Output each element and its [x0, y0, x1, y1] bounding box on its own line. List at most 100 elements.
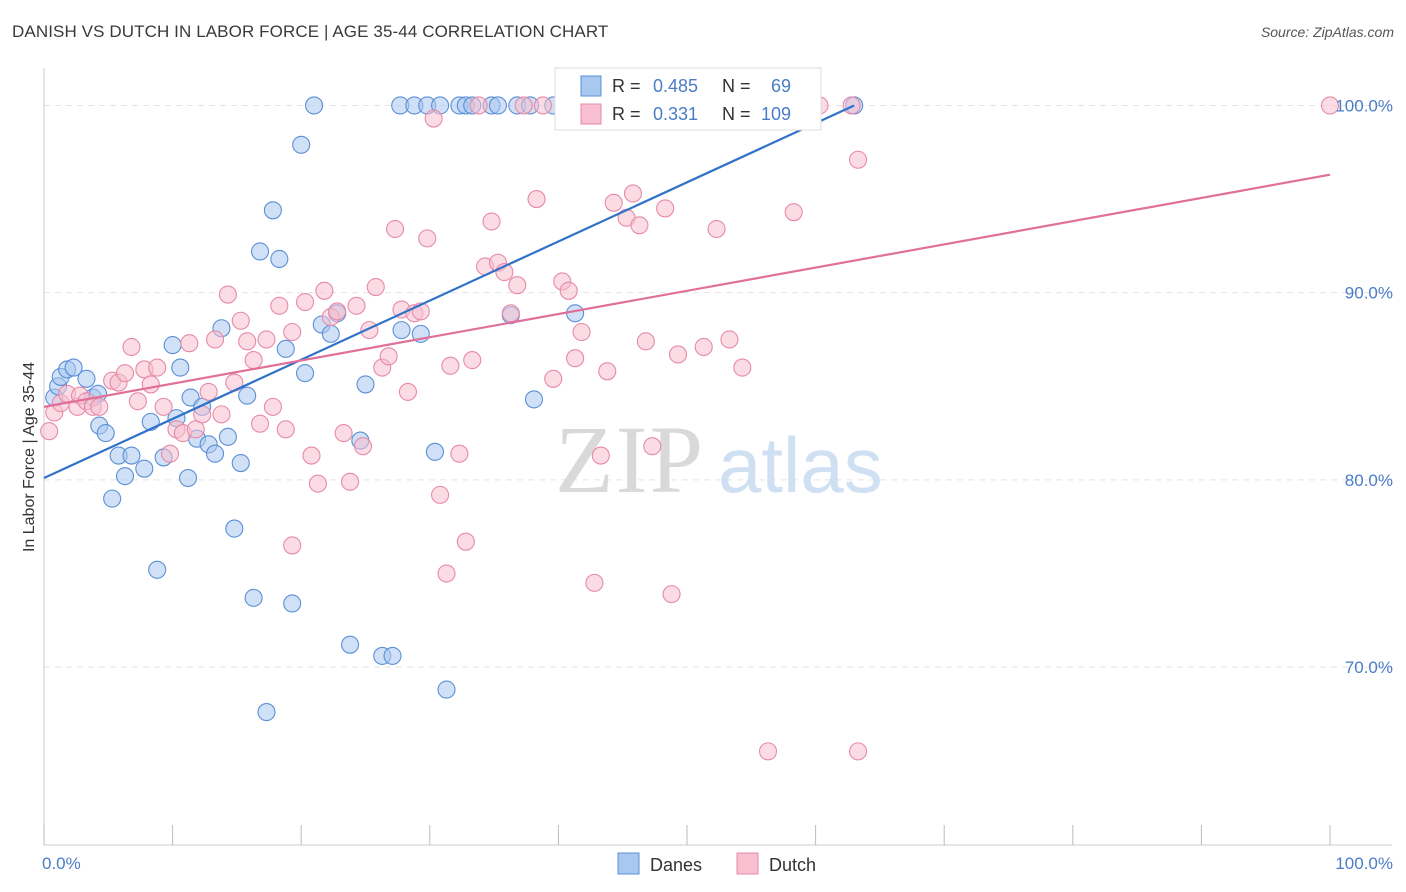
danes-point-34: [257, 703, 276, 722]
danes-points: [45, 96, 864, 722]
dutch-point-45: [334, 424, 353, 443]
dutch-point-72: [508, 276, 527, 295]
bottom-legend-swatch-danes: [617, 852, 640, 875]
dutch-point-66: [469, 96, 488, 115]
danes-point-4: [64, 358, 83, 377]
danes-point-45: [341, 635, 360, 654]
dutch-point-65: [463, 351, 482, 370]
danes-point-20: [171, 358, 190, 377]
danes-point-26: [205, 444, 225, 463]
dutch-point-68: [482, 212, 501, 231]
danes-trend-line: [43, 104, 855, 480]
dutch-point-21: [180, 334, 199, 353]
dutch-point-41: [308, 474, 327, 493]
dutch-point-13: [128, 392, 147, 411]
legend-n-label-dutch: N =: [722, 104, 751, 124]
dutch-point-78: [559, 281, 578, 300]
dutch-point-74: [527, 190, 546, 209]
dutch-point-30: [238, 332, 257, 351]
danes-point-47: [356, 375, 375, 394]
dutch-point-84: [598, 362, 617, 381]
danes-point-13: [122, 446, 141, 465]
dutch-point-12: [122, 337, 141, 357]
legend-r-value-dutch: 0.331: [653, 104, 698, 124]
dutch-point-82: [585, 573, 604, 592]
dutch-point-31: [244, 351, 263, 370]
dutch-point-93: [662, 585, 681, 604]
legend-n-value-danes: 69: [771, 76, 791, 96]
dutch-point-53: [386, 219, 405, 239]
dutch-point-71: [501, 304, 520, 323]
danes-point-35: [263, 201, 282, 220]
danes-point-29: [225, 519, 244, 538]
danes-point-37: [276, 339, 295, 358]
trend-lines: [43, 104, 1331, 480]
y-tick-label-3: 100.0%: [1335, 96, 1393, 115]
dutch-point-29: [231, 311, 250, 330]
dutch-point-58: [418, 229, 437, 248]
dutch-point-27: [218, 285, 237, 304]
danes-point-38: [283, 594, 302, 613]
y-tick-label-1: 80.0%: [1345, 471, 1393, 490]
dutch-point-60: [431, 485, 450, 504]
dutch-point-62: [441, 356, 460, 375]
dutch-point-34: [263, 397, 282, 416]
dutch-point-25: [205, 330, 225, 349]
dutch-point-76: [544, 369, 563, 388]
dutch-point-91: [643, 437, 662, 456]
dutch-point-99: [733, 358, 752, 377]
dutch-point-26: [212, 405, 231, 424]
x-tick-label-1: 100.0%: [1335, 854, 1393, 873]
danes-point-41: [305, 96, 324, 115]
danes-point-5: [77, 369, 96, 388]
dutch-point-24: [199, 382, 218, 401]
dutch-point-83: [591, 446, 610, 465]
danes-point-14: [135, 459, 154, 478]
dutch-point-15: [141, 375, 160, 394]
dutch-point-63: [450, 444, 469, 463]
danes-point-31: [238, 386, 257, 405]
danes-point-28: [218, 427, 237, 446]
dutch-point-73: [514, 96, 533, 115]
dutch-point-88: [623, 184, 643, 203]
dutch-point-85: [604, 193, 623, 212]
dutch-point-40: [302, 446, 321, 465]
watermark-atlas: atlas: [718, 421, 883, 509]
danes-point-55: [425, 442, 444, 461]
dutch-points: [40, 96, 1340, 761]
dutch-point-55: [398, 382, 417, 401]
dutch-point-106: [848, 742, 868, 761]
dutch-point-61: [437, 564, 456, 583]
source-label: Source: ZipAtlas.com: [1260, 24, 1394, 40]
legend-r-value-danes: 0.485: [653, 76, 698, 96]
dutch-point-64: [456, 532, 475, 551]
danes-point-10: [103, 489, 122, 508]
stats-legend: R = 0.485 N = 69 R = 0.331 N = 109: [554, 67, 822, 131]
bottom-legend-swatch-dutch: [736, 852, 759, 875]
dutch-point-18: [160, 444, 180, 463]
dutch-point-38: [283, 536, 302, 555]
dutch-point-42: [315, 281, 334, 300]
danes-point-49: [383, 646, 402, 665]
danes-point-33: [250, 242, 270, 261]
axes: [43, 68, 1392, 846]
bottom-legend-label-dutch: Dutch: [769, 855, 816, 875]
bottom-legend-label-danes: Danes: [650, 855, 702, 875]
legend-r-label-danes: R =: [612, 76, 641, 96]
dutch-point-32: [250, 414, 270, 433]
dutch-point-50: [366, 278, 385, 297]
dutch-point-59: [424, 109, 443, 128]
danes-point-9: [96, 424, 115, 443]
dutch-point-102: [784, 203, 803, 222]
danes-point-21: [178, 468, 198, 488]
series-legend: Danes Dutch: [617, 852, 816, 875]
dutch-point-35: [270, 296, 289, 315]
y-axis-title: In Labor Force | Age 35-44: [21, 362, 38, 552]
dutch-point-0: [40, 422, 59, 441]
dutch-trend-line: [43, 173, 1331, 408]
dutch-point-101: [758, 742, 778, 761]
dutch-point-46: [341, 472, 360, 491]
legend-n-value-dutch: 109: [761, 104, 791, 124]
y-tick-label-0: 70.0%: [1345, 658, 1393, 677]
